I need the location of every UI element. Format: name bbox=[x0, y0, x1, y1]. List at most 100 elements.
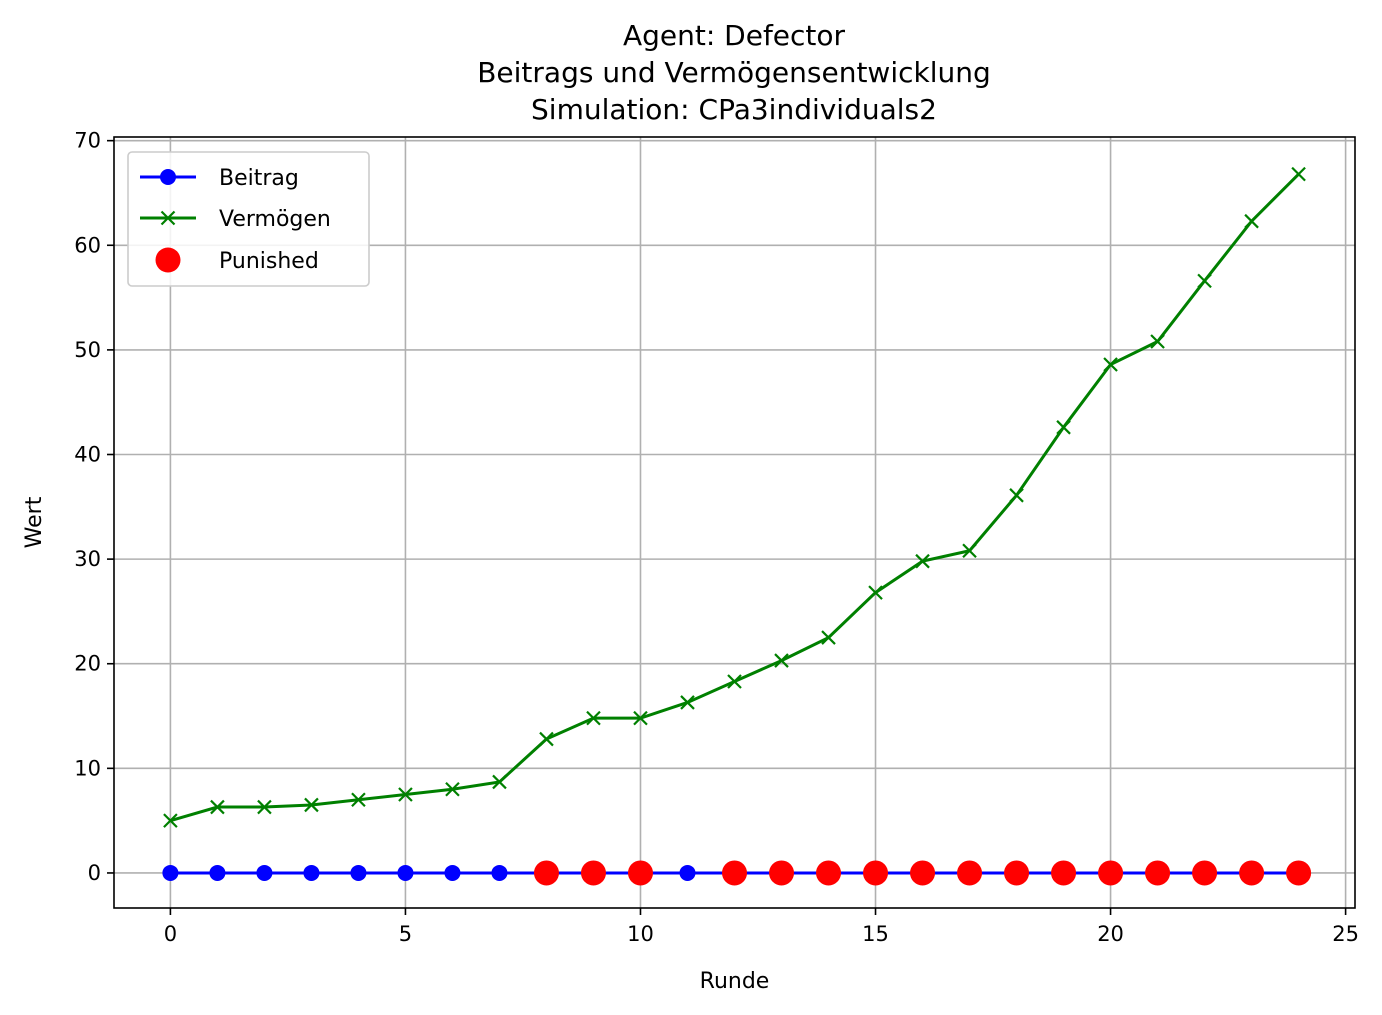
punished-point bbox=[863, 860, 889, 886]
vermoegen-marker-stroke bbox=[774, 653, 789, 668]
vermoegen-marker-stroke bbox=[915, 553, 930, 569]
beitrag-point bbox=[256, 864, 273, 881]
y-axis-label: Wert bbox=[22, 496, 47, 548]
vermoegen-point bbox=[257, 799, 272, 815]
vermoegen-point bbox=[1103, 357, 1118, 372]
punished-point bbox=[1286, 860, 1312, 886]
ticks: 0 5 10 15 20 25 0 10 20 30 40 50 60 70 bbox=[74, 129, 1359, 946]
punished-point bbox=[816, 860, 842, 886]
punished-point bbox=[580, 860, 606, 886]
vermoegen-point bbox=[304, 797, 319, 813]
beitrag-point bbox=[679, 864, 696, 881]
vermoegen-marker-stroke bbox=[539, 731, 554, 747]
vermoegen-point bbox=[1150, 334, 1165, 349]
vermoegen-marker-stroke bbox=[210, 799, 225, 815]
vermoegen-point bbox=[680, 695, 695, 710]
vermoegen-point bbox=[586, 710, 601, 726]
vermoegen-marker-stroke bbox=[492, 774, 507, 790]
beitrag-point bbox=[444, 864, 461, 881]
y-tick-label: 40 bbox=[74, 443, 101, 467]
vermoegen-marker-stroke bbox=[1197, 273, 1212, 289]
vermoegen-marker-stroke bbox=[163, 813, 178, 828]
vermoegen-marker-stroke bbox=[304, 797, 319, 813]
x-tick-label: 25 bbox=[1332, 922, 1359, 946]
vermoegen-point bbox=[915, 553, 930, 569]
vermoegen-point bbox=[539, 731, 554, 747]
punished-point bbox=[1239, 860, 1265, 886]
vermoegen-point bbox=[1244, 213, 1259, 229]
vermoegen-point bbox=[398, 787, 413, 802]
grid bbox=[114, 137, 1355, 908]
beitrag-point bbox=[350, 864, 367, 881]
legend-item-vermögen: Vermögen bbox=[140, 207, 331, 232]
vermoegen-marker-stroke bbox=[351, 792, 366, 808]
vermoegen-marker-stroke bbox=[1291, 166, 1306, 182]
title-line-0: Agent: Defector bbox=[623, 19, 846, 52]
vermoegen-marker-stroke bbox=[398, 787, 413, 802]
vermoegen-point bbox=[1197, 273, 1212, 289]
vermoegen-marker-stroke bbox=[257, 799, 272, 815]
vermoegen-point bbox=[351, 792, 366, 808]
x-tick-label: 0 bbox=[164, 922, 177, 946]
punished-point bbox=[1051, 860, 1077, 886]
punished-point bbox=[1145, 860, 1171, 886]
punished-point bbox=[769, 860, 795, 886]
y-tick-label: 0 bbox=[88, 861, 101, 885]
vermoegen-marker-stroke bbox=[727, 674, 742, 689]
vermoegen-point bbox=[774, 653, 789, 668]
vermoegen-marker-stroke bbox=[1056, 420, 1071, 435]
beitrag-point bbox=[303, 864, 320, 881]
x-tick-label: 5 bbox=[399, 922, 412, 946]
axes bbox=[113, 136, 1356, 909]
vermoegen-point bbox=[962, 543, 977, 559]
legend-item-punished: Punished bbox=[155, 247, 319, 274]
vermoegen-marker-stroke bbox=[962, 543, 977, 559]
vermoegen-marker-stroke bbox=[680, 695, 695, 710]
beitrag-point bbox=[209, 864, 226, 881]
legend-label: Vermögen bbox=[219, 207, 331, 232]
beitrag-point bbox=[162, 864, 179, 881]
y-tick-label: 50 bbox=[74, 338, 101, 362]
vermoegen-point bbox=[633, 710, 648, 726]
punished-point bbox=[910, 860, 936, 886]
vermoegen-marker-stroke bbox=[586, 710, 601, 726]
plot-area bbox=[162, 166, 1312, 886]
punished-point bbox=[1004, 860, 1030, 886]
vermoegen-point bbox=[868, 585, 883, 600]
vermoegen-point bbox=[1056, 420, 1071, 435]
legend-label: Punished bbox=[219, 249, 319, 274]
punished-point bbox=[533, 860, 559, 886]
x-tick-label: 15 bbox=[862, 922, 889, 946]
vermoegen-point bbox=[1009, 488, 1024, 503]
chart-title: Agent: Defector Beitrags und Vermögensent… bbox=[477, 19, 991, 126]
beitrag-point bbox=[397, 864, 414, 881]
punished-point bbox=[957, 860, 983, 886]
y-tick-label: 70 bbox=[74, 129, 101, 153]
vermoegen-point bbox=[445, 781, 460, 797]
legend-label: Beitrag bbox=[219, 166, 299, 191]
vermoegen-marker-stroke bbox=[1103, 357, 1118, 372]
x-tick-label: 10 bbox=[627, 922, 654, 946]
axes-frame bbox=[113, 136, 1356, 909]
punished-point bbox=[1098, 860, 1124, 886]
vermoegen-marker-stroke bbox=[1150, 334, 1165, 349]
y-tick-label: 30 bbox=[74, 547, 101, 571]
punished-point bbox=[1192, 860, 1218, 886]
vermoegen-point bbox=[821, 630, 836, 645]
legend-box bbox=[127, 151, 370, 287]
punished-point bbox=[627, 860, 653, 886]
vermoegen-marker-stroke bbox=[633, 710, 648, 726]
vermoegen-point bbox=[727, 674, 742, 689]
vermoegen-marker-stroke bbox=[1009, 488, 1024, 503]
x-axis-label: Runde bbox=[700, 969, 770, 994]
vermoegen-marker-stroke bbox=[445, 781, 460, 797]
y-tick-label: 20 bbox=[74, 652, 101, 676]
beitrag-point bbox=[491, 864, 508, 881]
y-tick-label: 10 bbox=[74, 756, 101, 780]
vermoegen-point bbox=[210, 799, 225, 815]
legend-marker bbox=[155, 247, 181, 273]
y-tick-label: 60 bbox=[74, 233, 101, 257]
legend-marker bbox=[160, 169, 176, 185]
legend: Beitrag Vermögen Punished bbox=[127, 151, 370, 287]
